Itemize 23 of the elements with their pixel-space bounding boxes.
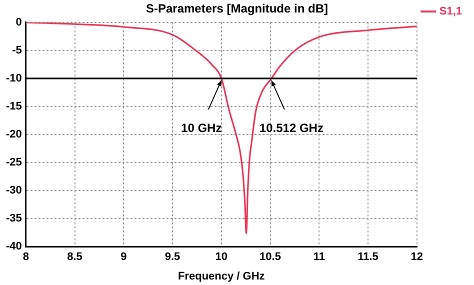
y-tick-label: -5	[12, 44, 22, 56]
y-tick-label: -20	[6, 128, 22, 141]
y-tick-label: -40	[6, 240, 22, 253]
x-tick-label: 8	[22, 251, 29, 264]
y-tick-label: -35	[6, 212, 22, 225]
chart-title: S-Parameters [Magnitude in dB]	[146, 2, 328, 16]
y-tick-label: -30	[6, 184, 22, 197]
x-tick-label: 9.5	[164, 251, 180, 264]
x-tick-label: 12	[410, 251, 423, 264]
y-tick-label: -10	[6, 72, 22, 84]
x-tick-label: 9	[120, 251, 127, 264]
x-axis-title: Frequency / GHz	[178, 270, 266, 282]
legend-label: S1,1	[439, 6, 462, 18]
y-tick-label: -25	[6, 156, 22, 169]
x-tick-label: 10.5	[260, 251, 281, 264]
y-tick-label: 0	[16, 16, 22, 28]
annotation: 10 GHz	[181, 120, 222, 135]
annotation: 10.512 GHz	[259, 120, 324, 135]
x-tick-label: 11	[313, 251, 325, 264]
x-tick-label: 10	[215, 251, 228, 264]
y-tick-label: -15	[6, 100, 22, 113]
x-tick-label: 8.5	[67, 251, 82, 264]
x-tick-label: 11.5	[358, 251, 378, 264]
